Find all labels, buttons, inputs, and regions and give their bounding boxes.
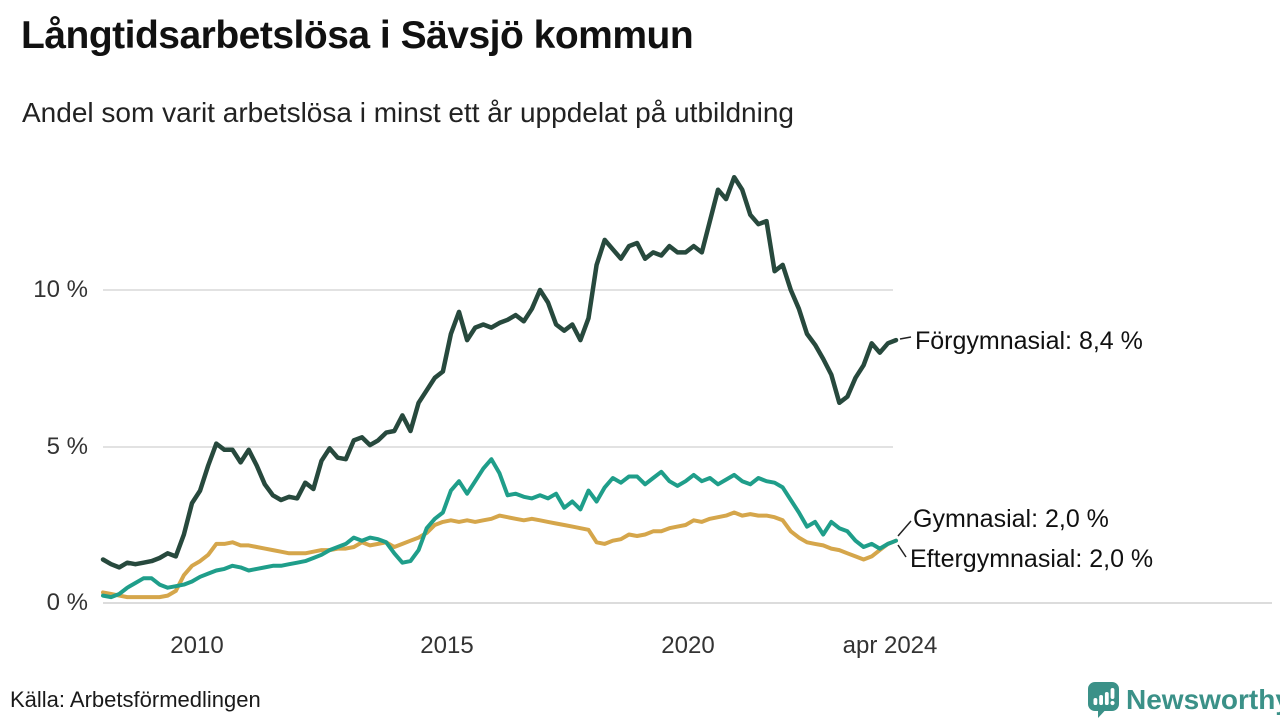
brand-name: Newsworthy (1126, 684, 1280, 715)
x-tick-2020: 2020 (661, 632, 715, 659)
x-tick-2010: 2010 (170, 632, 224, 659)
series-end-label-gymnasial: Gymnasial: 2,0 % (913, 505, 1109, 533)
leader-line-eftergymnasial (897, 544, 907, 558)
page-subtitle: Andel som varit arbetslösa i minst ett å… (22, 97, 794, 128)
y-tick-5: 5 % (46, 433, 88, 460)
series-end-label-forgymnasial: Förgymnasial: 8,4 % (915, 327, 1143, 355)
series-end-label-eftergymnasial: Eftergymnasial: 2,0 % (910, 545, 1154, 573)
leader-line-gymnasial (897, 520, 912, 537)
series-line-gymnasial (101, 457, 898, 600)
series-line-eftergymnasial (101, 510, 898, 600)
leader-line-forgymnasial (899, 336, 912, 340)
y-tick-10: 10 % (33, 276, 88, 303)
x-tick-2015: 2015 (420, 632, 474, 659)
source-attribution: Källa: Arbetsförmedlingen (10, 687, 261, 712)
y-tick-0: 0 % (46, 589, 88, 616)
page-title: Långtidsarbetslösa i Sävsjö kommun (21, 14, 694, 57)
x-tick-apr-2024: apr 2024 (842, 632, 938, 659)
series-line-forgymnasial (100, 174, 899, 570)
bar-chart-pin-icon (1088, 682, 1119, 718)
